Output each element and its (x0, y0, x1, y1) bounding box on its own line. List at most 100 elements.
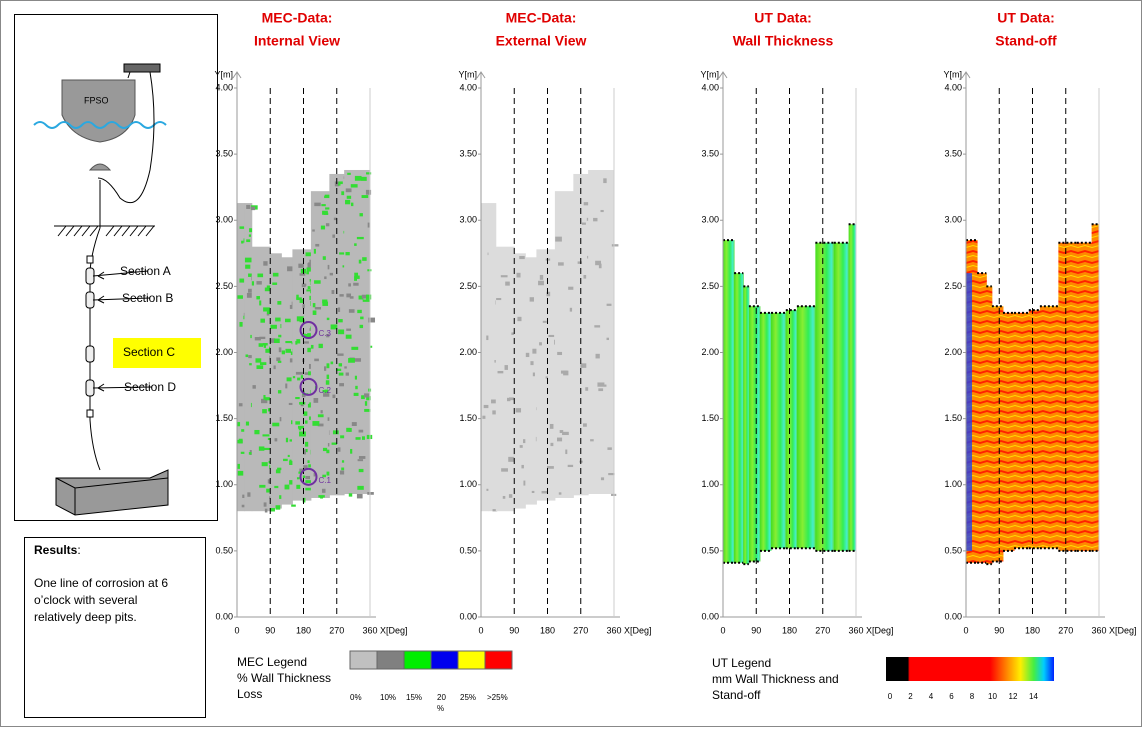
scan-pixel (345, 372, 349, 376)
scan-pixel (356, 275, 360, 279)
scan-pixel (562, 431, 569, 436)
scan-pixel (305, 487, 312, 491)
scan-pixel (338, 319, 343, 323)
y-tick-label: 1.00 (215, 479, 233, 489)
scan-pixel (606, 303, 612, 306)
scan-image (771, 312, 787, 549)
scan-pixel (241, 429, 245, 432)
corrosion-marker (299, 321, 318, 340)
scan-pixel (322, 299, 328, 304)
scan-pixel (307, 263, 314, 268)
x-tick-label: 180 (296, 625, 311, 635)
scan-pixel (275, 317, 281, 322)
scan-pixel (525, 352, 530, 358)
scan-pixel (358, 429, 364, 433)
scan-pixel (258, 343, 264, 347)
legend-swatch (430, 650, 459, 670)
scan-pixel (313, 473, 317, 477)
y-tick-label: 4.00 (944, 82, 962, 92)
x-tick-label: 90 (265, 625, 275, 635)
y-tick-label: 2.00 (944, 347, 962, 357)
scan-pixel (324, 195, 331, 199)
scan-pixel (358, 456, 366, 459)
scan-pixel (299, 319, 305, 323)
scan-pixel (305, 475, 311, 480)
scan-pixel (314, 280, 321, 284)
scan-image (848, 224, 857, 551)
scan-pixel (263, 502, 267, 507)
panel-title: Stand-off (995, 33, 1057, 49)
scan-pixel (287, 266, 294, 272)
y-tick-label: 0.00 (215, 611, 233, 621)
y-tick-label: 2.00 (701, 347, 719, 357)
panel-title: UT Data: (997, 10, 1055, 26)
scan-pixel (354, 243, 357, 246)
scan-pixel (303, 283, 307, 287)
scan-pixel (284, 318, 291, 323)
legend-label: 0 (888, 692, 893, 701)
x-tick-label: 180 (1025, 625, 1040, 635)
scan-pixel (332, 394, 336, 399)
scan-pixel (558, 492, 562, 495)
x-tick-label: 90 (509, 625, 519, 635)
scan-pixel (254, 337, 261, 341)
scan-pixel (259, 336, 266, 340)
scan-pixel (353, 282, 359, 286)
scan-pixel (240, 451, 248, 454)
scan-pixel (317, 423, 324, 427)
scan-pixel (338, 372, 344, 376)
scan-pixel (244, 257, 252, 263)
corrosion-marker (299, 467, 318, 486)
scan-pixel (322, 474, 326, 478)
scan-pixel (270, 324, 277, 329)
scan-pixel (254, 429, 260, 435)
scan-pixel (263, 307, 270, 312)
scan-pixel (310, 344, 314, 349)
scan-pixel (275, 469, 281, 474)
y-tick-label: 1.50 (944, 413, 962, 423)
x-tick-label: 360 (848, 625, 863, 635)
scan-pixel (361, 436, 365, 440)
scan-pixel (314, 307, 322, 310)
scan-pixel (333, 217, 338, 221)
x-tick-label: 0 (478, 625, 483, 635)
y-tick-label: 2.50 (944, 281, 962, 291)
scan-pixel (366, 172, 372, 175)
scan-pixel (538, 280, 544, 286)
scan-pixel (332, 234, 336, 238)
scan-pixel (548, 334, 555, 338)
scan-pixel (266, 488, 270, 493)
scan-pixel (547, 466, 554, 469)
scan-image (833, 242, 850, 551)
scan-pixel (353, 392, 359, 396)
x-tick-label: 180 (782, 625, 797, 635)
scan-pixel (567, 464, 574, 468)
results-text: relatively deep pits. (34, 610, 137, 624)
scan-pixel (341, 460, 345, 463)
scan-pixel (303, 465, 308, 470)
scan-pixel (304, 420, 308, 424)
scan-pixel (339, 470, 346, 475)
scan-pixel (360, 316, 364, 320)
scan-pixel (482, 415, 486, 419)
scan-pixel (306, 289, 312, 292)
scan-pixel (289, 460, 296, 465)
riser-diagram (14, 14, 218, 521)
scan-pixel (299, 431, 306, 437)
x-tick-label: 90 (751, 625, 761, 635)
scan-pixel (296, 484, 301, 489)
scan-pixel (563, 370, 569, 376)
y-tick-label: 0.50 (459, 545, 477, 555)
scan-pixel (295, 396, 300, 400)
scan-pixel (348, 283, 351, 287)
scan-pixel (285, 340, 293, 344)
scan-pixel (237, 295, 243, 299)
scan-image (588, 169, 615, 495)
y-tick-label: 3.50 (701, 149, 719, 159)
scan-pixel (568, 286, 574, 290)
scan-pixel (583, 275, 587, 279)
scan-pixel (356, 493, 363, 499)
scan-image (481, 203, 489, 512)
scan-pixel (329, 272, 333, 276)
scan-image (554, 191, 574, 498)
